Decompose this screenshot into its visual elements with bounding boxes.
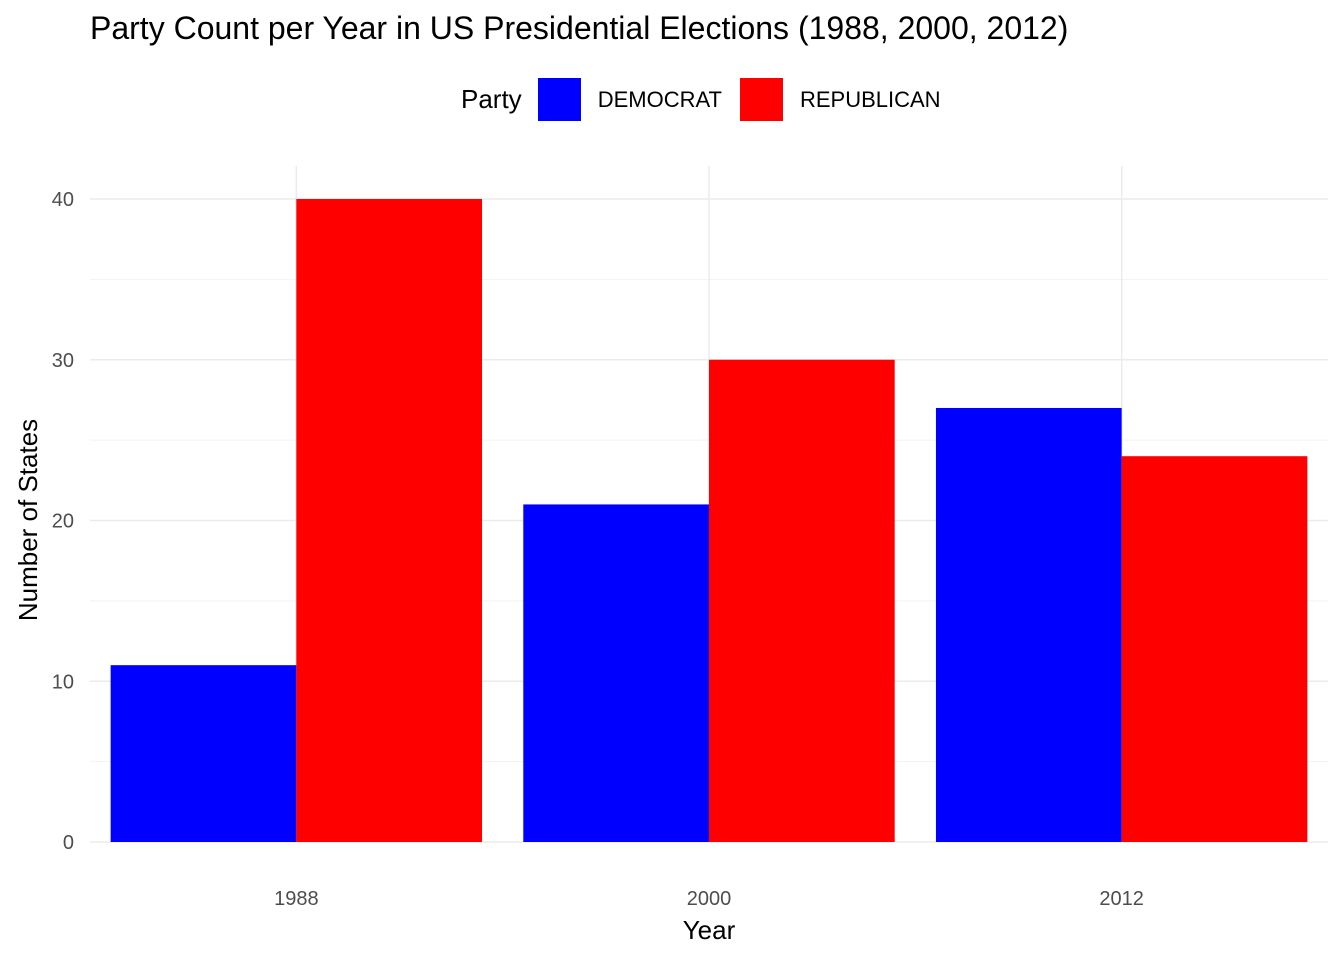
chart-title: Party Count per Year in US Presidential … (90, 10, 1069, 46)
y-tick-labels: 0 10 20 30 40 (52, 189, 74, 854)
legend: Party DEMOCRAT REPUBLICAN (461, 78, 959, 121)
bar-democrat-2012 (935, 407, 1122, 842)
x-tick-label: 2000 (687, 888, 732, 910)
x-tick-label: 1988 (274, 888, 319, 910)
x-axis-title: Year (683, 915, 736, 945)
y-tick-label: 30 (52, 350, 74, 372)
y-tick-label: 20 (52, 511, 74, 533)
bar-democrat-1988 (110, 665, 297, 842)
y-tick-label: 0 (63, 832, 74, 854)
bar-republican-1988 (296, 199, 483, 842)
legend-key-republican (739, 78, 783, 121)
legend-label-republican: REPUBLICAN (799, 86, 941, 112)
y-tick-label: 10 (52, 671, 74, 693)
legend-key-democrat (537, 78, 581, 121)
legend-item-democrat: DEMOCRAT (537, 78, 722, 121)
y-axis-title: Number of States (13, 419, 43, 621)
bar-republican-2012 (1121, 456, 1308, 842)
bars (110, 199, 1308, 842)
bar-democrat-2000 (523, 504, 709, 842)
x-tick-label: 2012 (1099, 888, 1144, 910)
y-tick-label: 40 (52, 189, 74, 211)
legend-label-democrat: DEMOCRAT (597, 86, 722, 112)
bar-republican-2000 (709, 359, 895, 842)
legend-title: Party (461, 84, 522, 114)
x-tick-labels: 1988 2000 2012 (274, 888, 1144, 910)
legend-item-republican: REPUBLICAN (739, 78, 941, 121)
